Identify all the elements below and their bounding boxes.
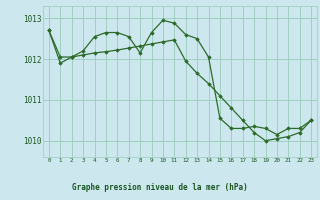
Text: Graphe pression niveau de la mer (hPa): Graphe pression niveau de la mer (hPa) (72, 183, 248, 192)
